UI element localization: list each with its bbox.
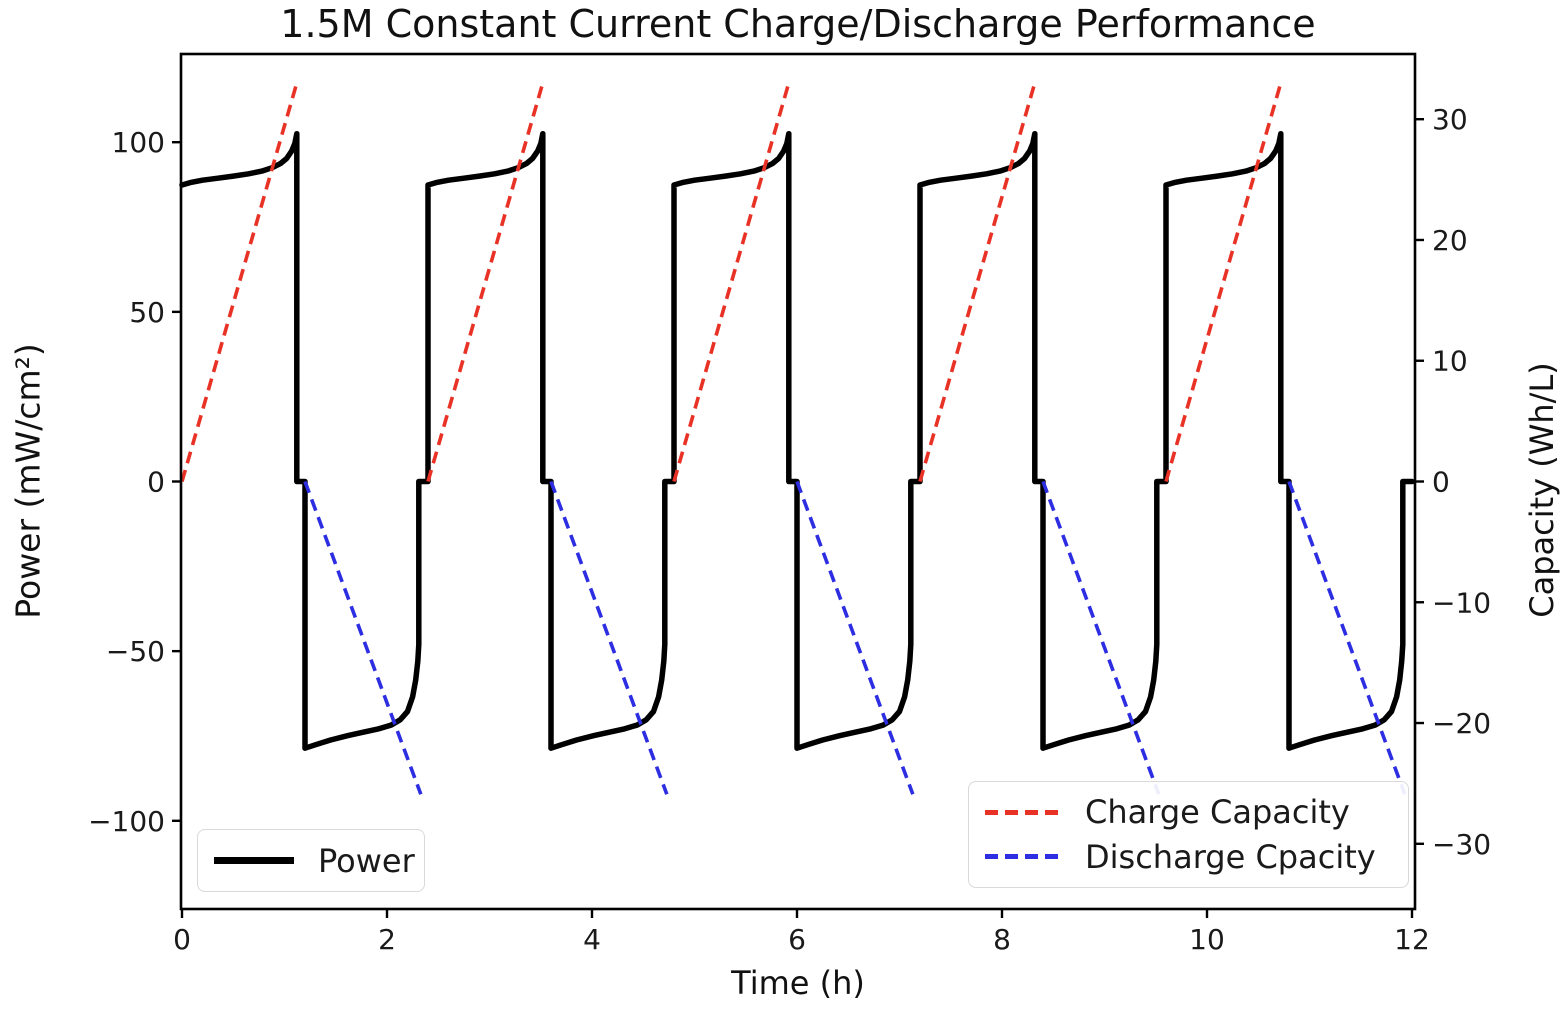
y-tick-label-right: −30 [1432, 828, 1491, 861]
charge-capacity-line [672, 82, 791, 482]
charge-capacity-line [1164, 82, 1283, 482]
y-tick-label-right: 10 [1432, 345, 1468, 378]
y-tick-label-left: −100 [88, 805, 165, 838]
discharge-capacity-line [303, 480, 423, 795]
y-tick-label-left: 0 [147, 466, 165, 499]
chart-title: 1.5M Constant Current Charge/Discharge P… [280, 2, 1316, 46]
discharge-capacity-line [795, 480, 915, 795]
legend-label-discharge-capacity: Discharge Cpacity [1085, 837, 1376, 876]
x-tick-label: 0 [173, 923, 191, 956]
y-tick-label-right: 0 [1432, 466, 1450, 499]
legend-row-discharge: Discharge Cpacity [985, 838, 1392, 876]
x-tick-label: 12 [1394, 923, 1430, 956]
charge-capacity-line [918, 82, 1037, 482]
x-tick-label: 10 [1189, 923, 1225, 956]
discharge-capacity-line [549, 480, 669, 795]
discharge-capacity-line-sample [985, 854, 1059, 860]
legend-row-charge: Charge Capacity [985, 793, 1392, 831]
charge-capacity-line [426, 82, 545, 482]
y-tick-label-left: 100 [112, 126, 165, 159]
legend-label-power: Power [318, 841, 415, 880]
y-tick-label-left: 50 [129, 296, 165, 329]
y-tick-label-left: −50 [106, 635, 165, 668]
power-line [179, 130, 1415, 751]
x-axis-label: Time (h) [731, 964, 865, 1002]
y-tick-label-right: −20 [1432, 707, 1491, 740]
x-tick-label: 4 [583, 923, 601, 956]
y-tick-label-right: −10 [1432, 586, 1491, 619]
y-tick-label-right: 30 [1432, 103, 1468, 136]
y-tick-label-right: 20 [1432, 224, 1468, 257]
x-tick-label: 6 [788, 923, 806, 956]
plot-frame [179, 52, 1417, 911]
discharge-capacity-line [1041, 480, 1161, 795]
discharge-capacity-line [1287, 480, 1407, 795]
charge-capacity-line-sample [985, 809, 1059, 815]
charge-capacity-line [180, 82, 299, 482]
legend-label-charge-capacity: Charge Capacity [1085, 793, 1350, 832]
legend-capacity: Charge Capacity Discharge Cpacity [968, 781, 1409, 888]
x-tick-label: 2 [378, 923, 396, 956]
legend-power: Power [197, 829, 425, 892]
power-line-sample [214, 857, 294, 864]
x-tick-label: 8 [993, 923, 1011, 956]
